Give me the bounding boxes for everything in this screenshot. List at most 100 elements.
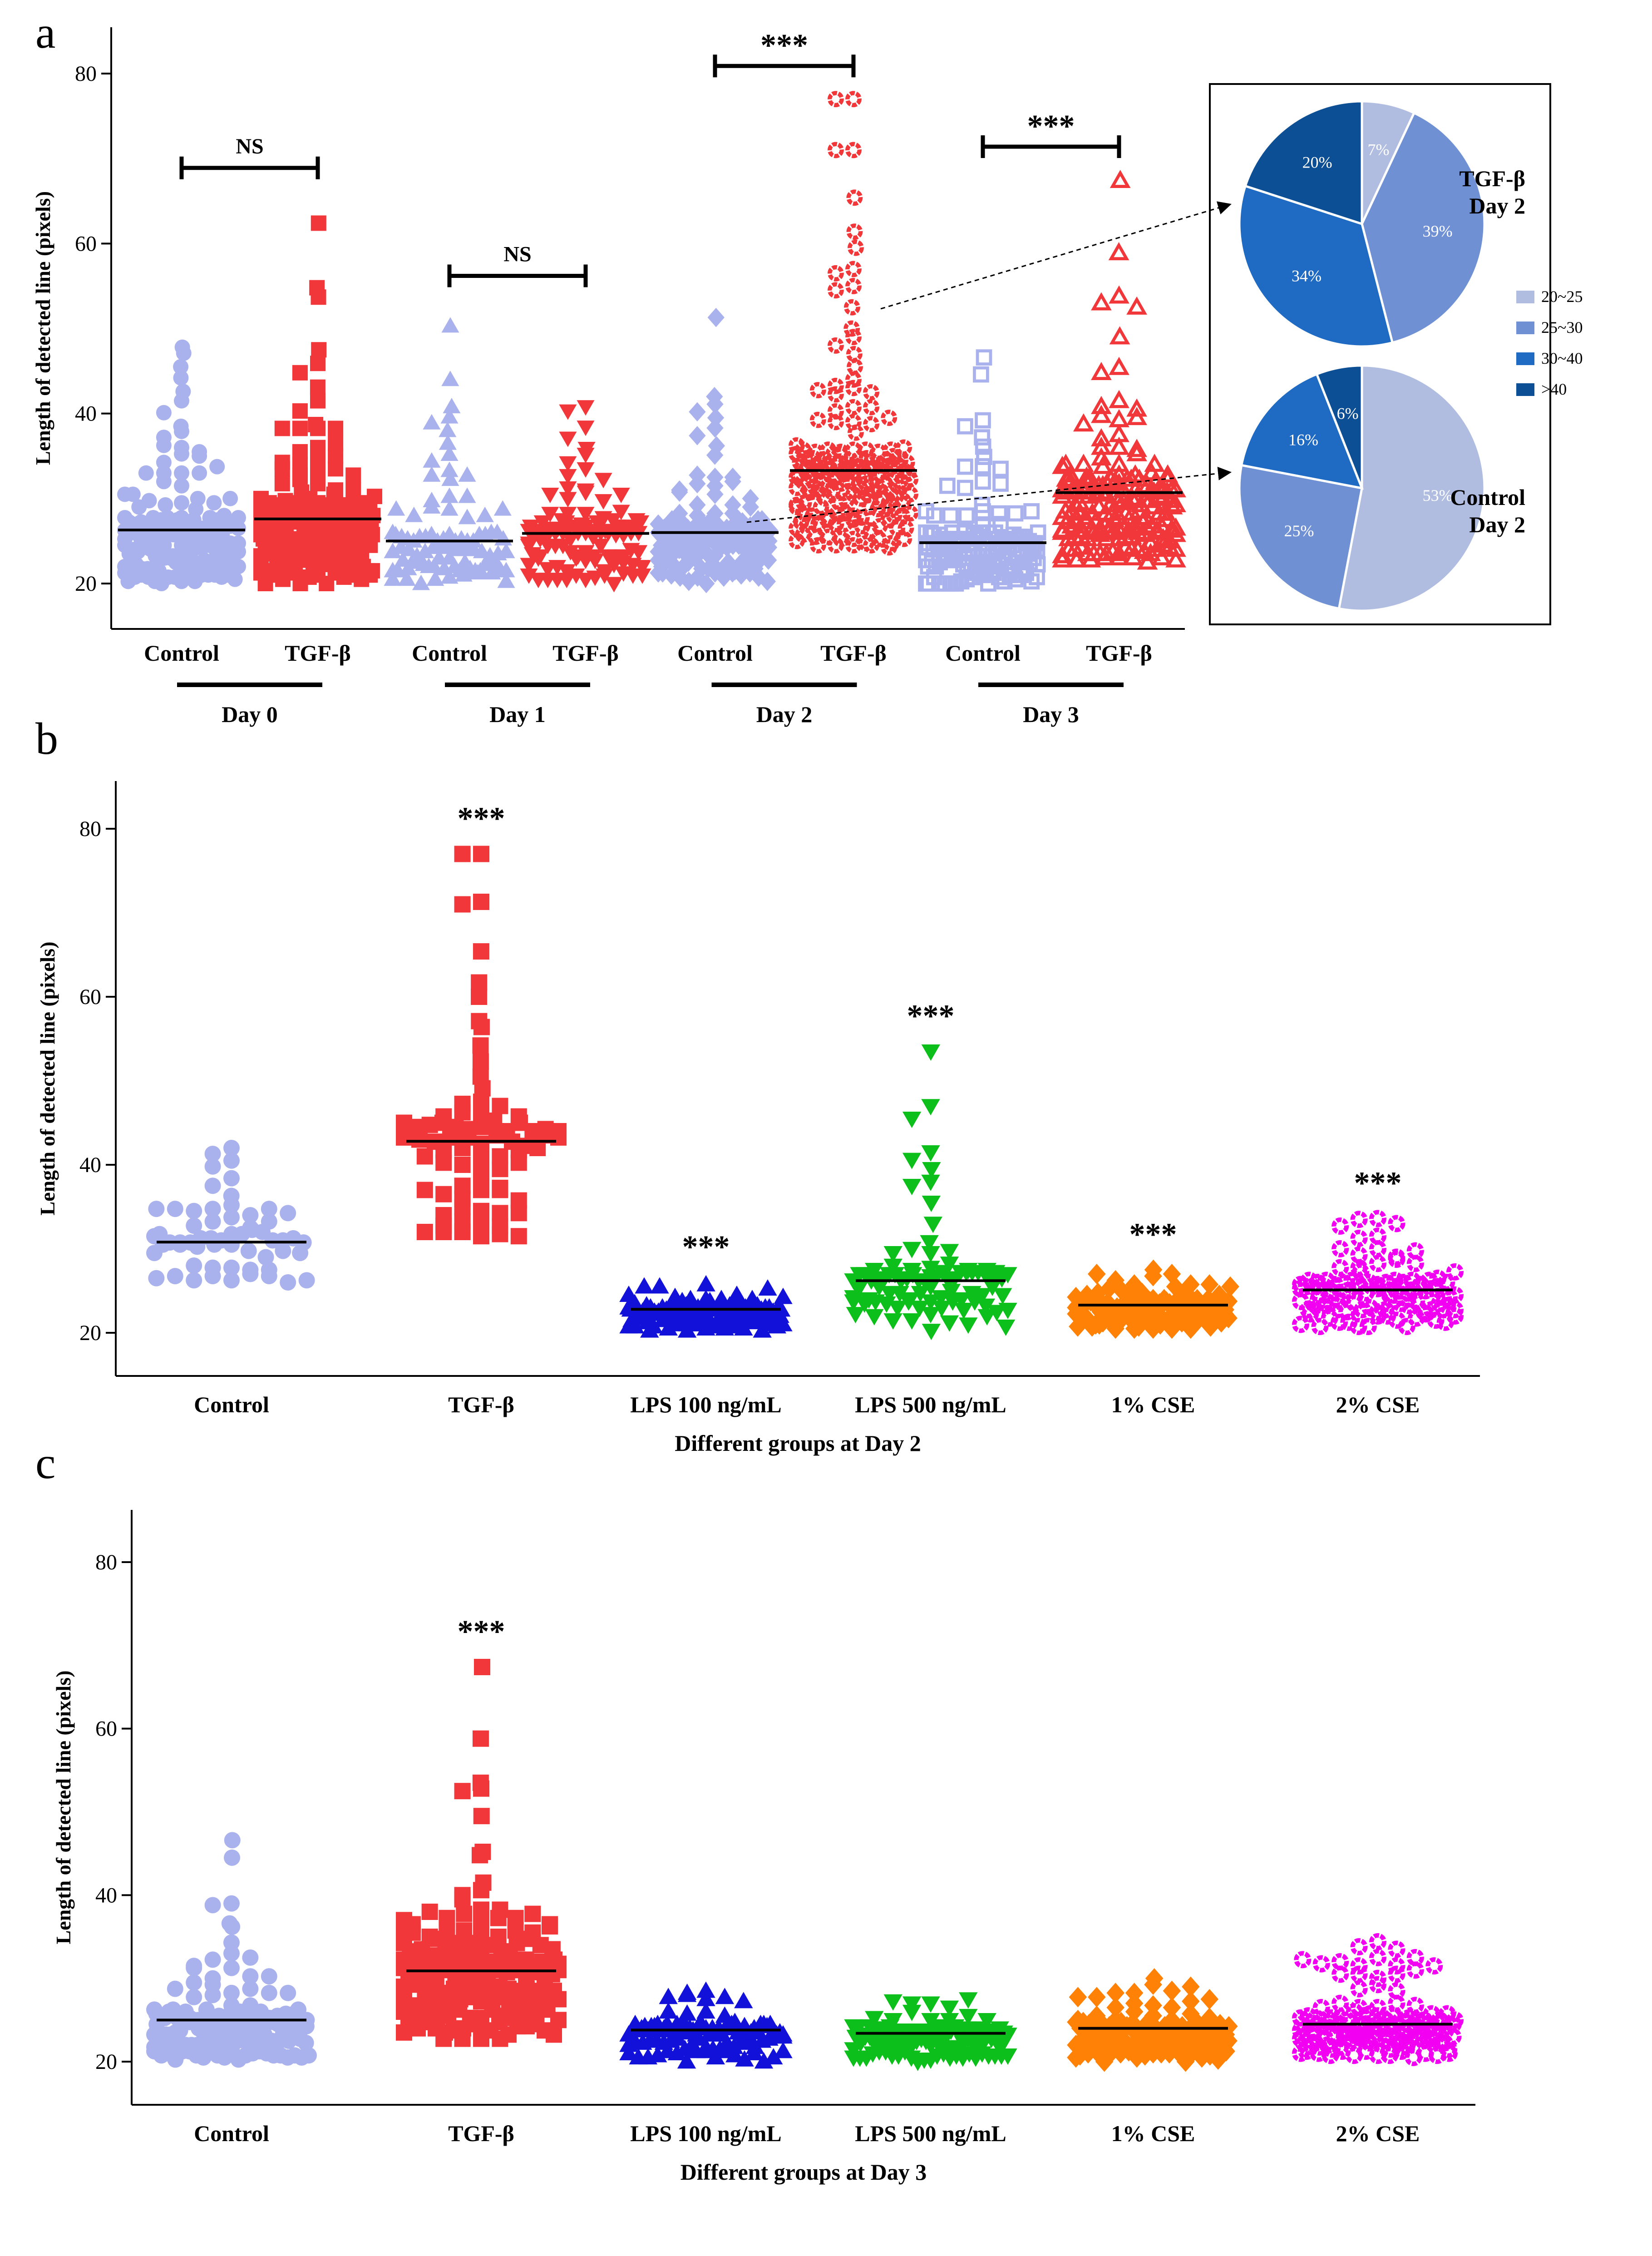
pie-tgf-slice: [1238, 184, 1394, 348]
pie-control-slice-label: 53%: [1423, 486, 1453, 505]
panel-c-group-1-point: [456, 1905, 473, 1922]
panel-a-group-5-point: [847, 358, 863, 375]
panel-a-group-0-point: [174, 465, 189, 481]
panel-c-group-0-point: [261, 1968, 277, 1985]
panel-c-group-1-point: [471, 1847, 488, 1864]
panel-b-group-4-point: [1106, 1318, 1124, 1339]
panel-a-group-2-point: [398, 570, 416, 586]
panel-c-scatter-chart: 20 40 60 80 Length of detected line (pixels)…: [52, 1510, 1475, 2185]
panel-b-group-4-points: [1067, 1259, 1239, 1339]
panel-c-group-0-point: [224, 1919, 241, 1935]
panel-c-group-2-point: [677, 1984, 697, 2000]
panel-b-group-1-significance: ***: [458, 801, 505, 836]
panel-c-group-5-point: [1369, 1969, 1386, 1987]
panel-b-group-0-point: [223, 1197, 240, 1213]
panel-a-group-3-label: TGF-β: [552, 640, 619, 666]
panel-b-group-0-point: [186, 1202, 202, 1219]
panel-c-group-0-point: [223, 1895, 240, 1912]
panel-c-group-1-label: TGF-β: [448, 2121, 514, 2146]
panel-c-group-1-point: [542, 1916, 558, 1933]
panel-a-group-3-point: [520, 568, 538, 584]
panel-a-group-0-point: [192, 465, 207, 481]
panel-c-group-0-point: [223, 1984, 240, 2001]
panel-c-group-0-point: [146, 2038, 163, 2055]
panel-a-group-7-point: [1146, 521, 1168, 540]
panel-c-group-0-point: [261, 1984, 277, 2001]
panel-b-group-3-point: [998, 1267, 1017, 1284]
panel-b-group-3-point: [933, 1265, 952, 1281]
panel-a-group-7-points: [1052, 169, 1186, 570]
panel-c-group-4-point: [1145, 1968, 1164, 1989]
panel-c-group-5-point: [1369, 1933, 1386, 1950]
panel-a-group-6-point: [957, 458, 973, 475]
panel-a-group-4-point: [720, 552, 737, 572]
panel-c-group-3-point: [998, 2028, 1017, 2044]
panel-a-group-6-point: [1023, 503, 1040, 519]
panel-a-y-axis-title: Length of detected line (pixels): [31, 191, 54, 465]
panel-c-group-5-point: [1350, 1957, 1368, 1975]
panel-b-group-0-point: [261, 1213, 277, 1230]
panel-c-group-1-point: [492, 2030, 508, 2047]
panel-a-group-4-points: [650, 307, 779, 594]
panel-b-group-4-point: [1106, 1270, 1124, 1291]
panel-a-group-5-point: [820, 441, 837, 458]
panel-a-group-7-point: [1058, 539, 1079, 557]
panel-b-group-3-point: [902, 1153, 922, 1169]
panel-c-group-3-point: [940, 2013, 959, 2030]
panel-a-group-1-point: [363, 523, 379, 539]
panel-c-group-4-point: [1088, 2005, 1106, 2026]
panel-a-group-4-point: [733, 552, 750, 572]
panel-b-scatter-chart: 20 40 60 80 Length of detected line (pixels)…: [36, 781, 1480, 1456]
panel-a-group-2-point: [384, 562, 402, 578]
panel-b-group-3-point: [959, 1317, 978, 1334]
panel-a-group-2-point: [497, 562, 515, 578]
panel-b-group-0-point: [242, 1219, 259, 1236]
panel-a-group-3-point: [553, 513, 571, 529]
panel-c-group-1-point: [421, 1904, 438, 1920]
panel-c-group-1-point: [472, 1730, 489, 1747]
panel-a-group-6-point: [975, 473, 991, 490]
panel-a-group-7-point: [1109, 424, 1129, 442]
panel-a-group-4-point: [658, 529, 675, 549]
panel-c-group-2-point: [734, 1992, 753, 2009]
panel-b-group-0-point: [204, 1177, 221, 1194]
panel-a-group-7-point: [1075, 507, 1096, 525]
pie-legend-label: >40: [1541, 380, 1567, 398]
panel-a-group-5-point: [863, 416, 880, 432]
panel-c-group-1-point: [550, 2012, 567, 2028]
panel-a-scatter-chart: 20 40 60 80 Length of detected line (pixels)…: [31, 27, 1186, 727]
panel-b-group-5-point: [1317, 1271, 1335, 1289]
panel-a-group-1-point: [311, 342, 327, 358]
panel-b-group-5-point: [1311, 1318, 1329, 1336]
panel-c-group-2-point: [619, 2025, 638, 2042]
panel-b-group-3-point: [940, 1244, 959, 1261]
panel-a-letter: a: [35, 7, 55, 58]
panel-a-group-3-point: [577, 421, 595, 436]
panel-a-group-3-point: [594, 473, 612, 489]
panel-a-group-3-point: [577, 462, 595, 478]
panel-b-group-5-label: 2% CSE: [1336, 1392, 1420, 1417]
panel-a-group-0-point: [231, 535, 246, 551]
panel-c-group-4-label: 1% CSE: [1111, 2121, 1195, 2146]
panel-a-group-1-point: [328, 421, 344, 436]
panel-b-y-tick-label: 80: [79, 817, 101, 841]
panel-a-group-7-point: [1080, 468, 1101, 487]
panel-b-group-1-point: [435, 1186, 452, 1202]
panel-a-group-4-point: [689, 465, 706, 485]
panel-c-group-5-point: [1369, 1976, 1386, 1994]
panel-a-group-7-point: [1091, 292, 1112, 311]
panel-b-group-3-point: [844, 1273, 863, 1290]
panel-c-group-5-point: [1292, 2044, 1309, 2062]
panel-b-group-5-point: [1446, 1263, 1464, 1281]
panel-a-group-3-point: [633, 568, 651, 584]
panel-b-group-3-point: [911, 1286, 930, 1302]
panel-a-group-3-point: [559, 431, 577, 447]
panel-b-group-3-point: [877, 1296, 896, 1313]
panel-b-group-5-point: [1359, 1318, 1377, 1336]
panel-b-group-3-point: [921, 1174, 940, 1191]
panel-c-group-3-point: [998, 2048, 1017, 2065]
panel-b-group-1-point: [473, 1135, 489, 1152]
panel-b-group-5-points: [1292, 1210, 1464, 1336]
panel-c-group-0-point: [204, 1976, 221, 1993]
panel-a-group-0-point: [231, 559, 246, 574]
